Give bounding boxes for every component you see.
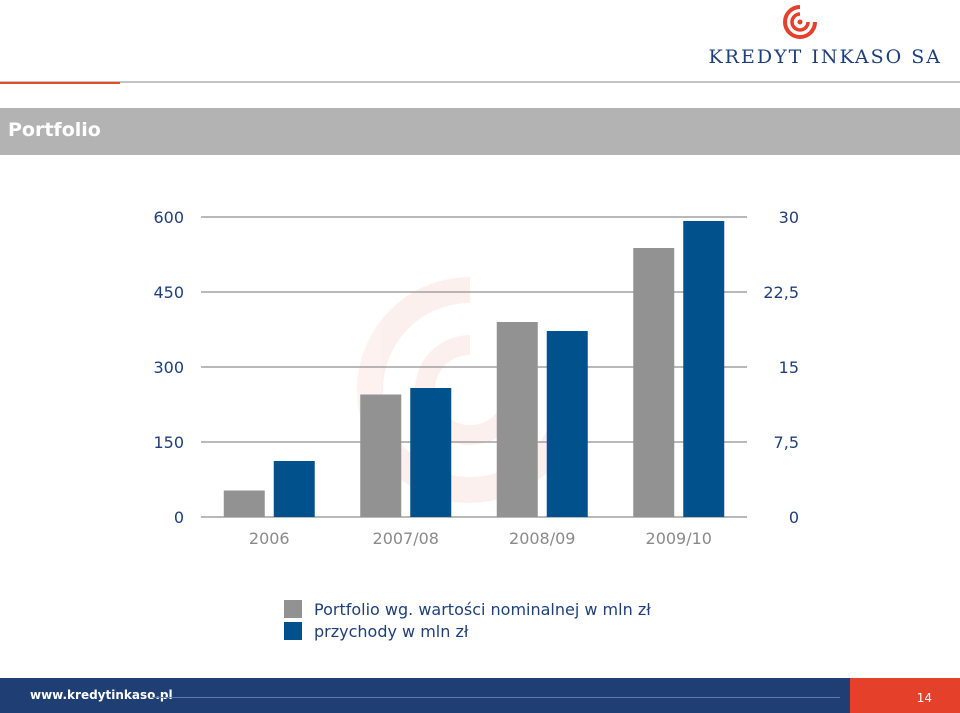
x-tick-label: 2009/10 <box>646 529 712 548</box>
bar-portfolio-2007/08 <box>360 394 402 517</box>
page-title: Portfolio <box>8 119 101 141</box>
y-right-tick-label: 30 <box>779 208 799 227</box>
brand-name: KREDYT INKASO SA <box>708 46 942 68</box>
bar-portfolio-2008/09 <box>496 322 538 517</box>
title-bar: Portfolio <box>0 108 960 155</box>
footer-divider <box>150 697 840 698</box>
bar-revenue-2007/08 <box>410 388 452 517</box>
kredyt-inkaso-swirl-icon <box>783 5 817 39</box>
y-left-tick-label: 300 <box>153 358 184 377</box>
legend-item-revenue: przychody w mln zł <box>284 620 651 642</box>
footer-page-box: 14 <box>850 678 960 713</box>
y-left-tick-label: 150 <box>153 433 184 452</box>
legend-label-portfolio: Portfolio wg. wartości nominalnej w mln … <box>314 599 651 619</box>
x-tick-label: 2007/08 <box>373 529 439 548</box>
y-right-tick-label: 7,5 <box>774 433 799 452</box>
x-tick-label: 2006 <box>249 529 290 548</box>
legend-swatch-blue <box>284 622 302 640</box>
bar-chart: 0 150 300 450 600 0 7,5 15 22,5 30 2006 2007/08 20… <box>153 208 799 548</box>
legend-item-portfolio: Portfolio wg. wartości nominalnej w mln … <box>284 598 651 620</box>
footer: www.kredytinkaso.pl 14 <box>0 678 960 713</box>
page-number: 14 <box>916 691 932 705</box>
bar-portfolio-2009/10 <box>633 248 675 517</box>
legend-label-revenue: przychody w mln zł <box>314 621 469 641</box>
footer-url: www.kredytinkaso.pl <box>30 688 173 702</box>
y-left-tick-label: 600 <box>153 208 184 227</box>
y-right-tick-label: 0 <box>789 508 799 527</box>
y-left-tick-label: 0 <box>174 508 184 527</box>
logo: KREDYT INKASO SA <box>682 4 942 74</box>
y-left-tick-label: 450 <box>153 283 184 302</box>
header-divider <box>0 81 960 83</box>
y-right-tick-label: 15 <box>779 358 799 377</box>
bar-revenue-2009/10 <box>683 221 725 517</box>
x-tick-label: 2008/09 <box>509 529 575 548</box>
bar-revenue-2008/09 <box>546 331 588 517</box>
bar-portfolio-2006 <box>223 490 265 517</box>
header-divider-accent <box>0 82 120 84</box>
y-right-tick-label: 22,5 <box>763 283 799 302</box>
legend-swatch-grey <box>284 600 302 618</box>
legend: Portfolio wg. wartości nominalnej w mln … <box>284 598 651 642</box>
bar-revenue-2006 <box>273 461 315 517</box>
